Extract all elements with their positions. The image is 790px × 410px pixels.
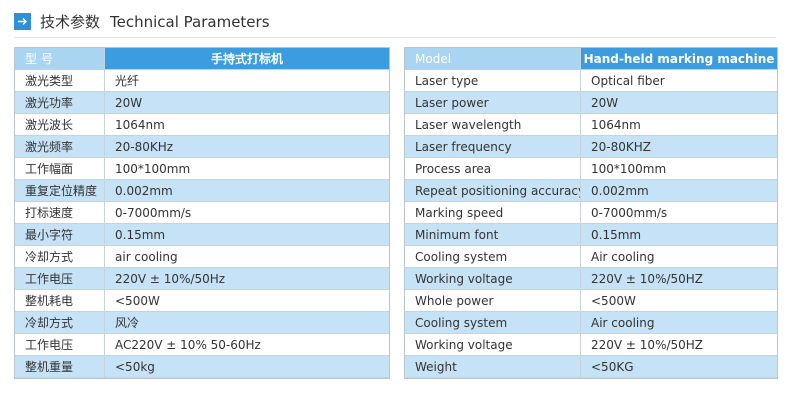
value-cell: 1064nm <box>581 114 777 136</box>
label-cell: 整机耗电 <box>15 290 105 312</box>
label-cell: Working voltage <box>405 334 581 356</box>
value-cell: 0-7000mm/s <box>581 202 777 224</box>
spec-table-cn: 型 号手持式打标机 激光类型 光纤 激光功率 20W 激光波长 1064nm 激光频率 20-8… <box>14 47 390 379</box>
title-en: Technical Parameters <box>110 13 270 31</box>
label-cell: Laser power <box>405 92 581 114</box>
label-cell: 工作电压 <box>15 268 105 290</box>
value-cell: 0.15mm <box>581 224 777 246</box>
value-cell: 100*100mm <box>581 158 777 180</box>
header-cell: 手持式打标机 <box>105 48 389 70</box>
header-cell: 型 号 <box>15 48 105 70</box>
value-cell: <50KG <box>581 356 777 378</box>
table-row: 激光类型 光纤 <box>15 70 389 92</box>
table-row: 工作幅面 100*100mm <box>15 158 389 180</box>
table-row: 重复定位精度 0.002mm <box>15 180 389 202</box>
label-cell: Cooling system <box>405 246 581 268</box>
value-cell: 20-80KHZ <box>581 136 777 158</box>
arrow-icon <box>18 18 27 25</box>
table-row: 工作电压 220V ± 10%/50Hz <box>15 268 389 290</box>
title-cn: 技术参数 <box>40 13 101 31</box>
label-cell: 激光频率 <box>15 136 105 158</box>
value-cell: 风冷 <box>105 312 389 334</box>
section-icon <box>14 13 31 30</box>
label-cell: Whole power <box>405 290 581 312</box>
table-row: Marking speed 0-7000mm/s <box>405 202 777 224</box>
label-cell: 工作幅面 <box>15 158 105 180</box>
table-row: 激光功率 20W <box>15 92 389 114</box>
table-row: Cooling system Air cooling <box>405 246 777 268</box>
table-row: 激光波长 1064nm <box>15 114 389 136</box>
table-row: Repeat positioning accuracy 0.002mm <box>405 180 777 202</box>
label-cell: 最小字符 <box>15 224 105 246</box>
label-cell: 重复定位精度 <box>15 180 105 202</box>
label-cell: 激光类型 <box>15 70 105 92</box>
value-cell: 220V ± 10%/50HZ <box>581 268 777 290</box>
table-row: Laser frequency 20-80KHZ <box>405 136 777 158</box>
value-cell: 220V ± 10%/50HZ <box>581 334 777 356</box>
value-cell: <50kg <box>105 356 389 378</box>
label-cell: 工作电压 <box>15 334 105 356</box>
label-cell: Laser type <box>405 70 581 92</box>
value-cell: AC220V ± 10% 50-60Hz <box>105 334 389 356</box>
table-row: 工作电压 AC220V ± 10% 50-60Hz <box>15 334 389 356</box>
label-cell: 整机重量 <box>15 356 105 378</box>
table-row: Working voltage 220V ± 10%/50HZ <box>405 268 777 290</box>
label-cell: 冷却方式 <box>15 246 105 268</box>
value-cell: Air cooling <box>581 312 777 334</box>
value-cell: 0-7000mm/s <box>105 202 389 224</box>
section-title: 技术参数 Technical Parameters <box>40 11 280 32</box>
value-cell: Optical fiber <box>581 70 777 92</box>
header-row: 型 号手持式打标机 <box>15 48 389 70</box>
value-cell: 20W <box>581 92 777 114</box>
value-cell: 100*100mm <box>105 158 389 180</box>
value-cell: 1064nm <box>105 114 389 136</box>
header-row: Model Hand-held marking machine <box>405 48 777 70</box>
value-cell: air cooling <box>105 246 389 268</box>
table-row: Laser wavelength 1064nm <box>405 114 777 136</box>
table-row: Working voltage 220V ± 10%/50HZ <box>405 334 777 356</box>
value-cell: <500W <box>105 290 389 312</box>
label-cell: 激光功率 <box>15 92 105 114</box>
label-cell: Cooling system <box>405 312 581 334</box>
label-cell: Process area <box>405 158 581 180</box>
table-row: Weight <50KG <box>405 356 777 378</box>
table-row: 打标速度 0-7000mm/s <box>15 202 389 224</box>
value-cell: 20-80KHz <box>105 136 389 158</box>
table-row: Laser type Optical fiber <box>405 70 777 92</box>
value-cell: Air cooling <box>581 246 777 268</box>
value-cell: <500W <box>581 290 777 312</box>
table-row: Cooling system Air cooling <box>405 312 777 334</box>
table-row: 整机重量 <50kg <box>15 356 389 378</box>
label-cell: Laser frequency <box>405 136 581 158</box>
label-cell: 打标速度 <box>15 202 105 224</box>
value-cell: 0.15mm <box>105 224 389 246</box>
value-cell: 0.002mm <box>581 180 777 202</box>
value-cell: 20W <box>105 92 389 114</box>
table-row: Laser power 20W <box>405 92 777 114</box>
table-row: Minimum font 0.15mm <box>405 224 777 246</box>
table-row: 整机耗电 <500W <box>15 290 389 312</box>
label-cell: Working voltage <box>405 268 581 290</box>
label-cell: Repeat positioning accuracy <box>405 180 581 202</box>
value-cell: 220V ± 10%/50Hz <box>105 268 389 290</box>
label-cell: 激光波长 <box>15 114 105 136</box>
label-cell: Marking speed <box>405 202 581 224</box>
label-cell: 冷却方式 <box>15 312 105 334</box>
spec-table-en: Model Hand-held marking machine Laser type… <box>404 47 778 379</box>
value-cell: 光纤 <box>105 70 389 92</box>
label-cell: Weight <box>405 356 581 378</box>
header-cell: Model <box>405 48 581 70</box>
label-cell: Laser wavelength <box>405 114 581 136</box>
table-row: 冷却方式 air cooling <box>15 246 389 268</box>
value-cell: 0.002mm <box>105 180 389 202</box>
table-row: 激光频率 20-80KHz <box>15 136 389 158</box>
table-row: 最小字符 0.15mm <box>15 224 389 246</box>
table-row: 冷却方式 风冷 <box>15 312 389 334</box>
table-row: Process area 100*100mm <box>405 158 777 180</box>
table-row: Whole power <500W <box>405 290 777 312</box>
label-cell: Minimum font <box>405 224 581 246</box>
divider <box>14 37 776 38</box>
header-cell: Hand-held marking machine <box>581 48 777 70</box>
